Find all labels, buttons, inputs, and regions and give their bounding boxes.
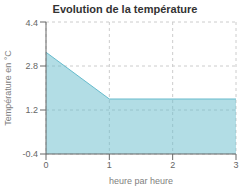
svg-text:3: 3	[233, 160, 238, 170]
html-text:Evolution de la température: Evolution de la température	[52, 3, 198, 15]
svg-text:Température en °C: Température en °C	[8, 50, 13, 126]
svg-text:1: 1	[107, 160, 112, 170]
svg-text:1.2: 1.2	[25, 105, 38, 115]
svg-text:-0.4: -0.4	[22, 149, 38, 159]
svg-text:0: 0	[43, 160, 48, 170]
svg-text:2: 2	[170, 160, 175, 170]
svg-text:4.4: 4.4	[25, 18, 38, 28]
svg-text:2.8: 2.8	[25, 61, 38, 71]
svg-text:heure par heure: heure par heure	[109, 176, 173, 186]
